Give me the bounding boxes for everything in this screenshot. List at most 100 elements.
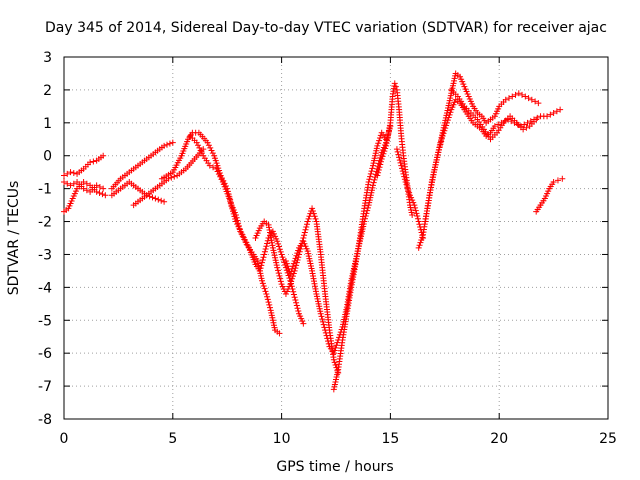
data-point	[368, 168, 375, 175]
data-point	[304, 218, 311, 225]
x-axis-label: GPS time / hours	[276, 459, 393, 475]
data-point	[376, 164, 383, 171]
data-point	[419, 234, 426, 241]
data-point	[230, 210, 237, 217]
data-point	[261, 248, 268, 255]
data-point	[417, 239, 424, 246]
series-arc-4	[108, 139, 176, 192]
data-point	[330, 350, 337, 357]
data-point	[200, 146, 207, 153]
data-point	[67, 182, 74, 189]
data-point	[274, 264, 281, 271]
data-point	[289, 263, 296, 270]
data-point	[396, 154, 403, 161]
data-point	[204, 139, 211, 146]
data-point	[553, 108, 560, 115]
data-point	[161, 142, 168, 149]
data-point	[100, 185, 107, 192]
data-point	[275, 240, 282, 247]
data-point	[365, 179, 372, 186]
series-arc-2	[61, 179, 109, 215]
data-point	[550, 109, 557, 116]
data-point	[411, 202, 418, 209]
data-point	[375, 169, 382, 176]
data-point	[277, 278, 284, 285]
data-point	[279, 254, 286, 261]
data-point	[102, 192, 109, 199]
data-point	[262, 245, 269, 252]
series-arc-6	[130, 146, 207, 209]
data-point	[412, 204, 419, 211]
series-arc-7	[158, 129, 283, 337]
data-point	[374, 172, 381, 179]
data-point	[230, 208, 237, 215]
data-point	[399, 165, 406, 172]
data-point	[276, 330, 283, 337]
data-point	[401, 173, 408, 180]
data-point	[290, 291, 297, 298]
data-point	[163, 141, 170, 148]
data-point	[90, 158, 97, 165]
data-point	[367, 173, 374, 180]
data-point	[217, 173, 224, 180]
data-point	[155, 196, 162, 203]
data-point	[169, 139, 176, 146]
data-point	[332, 362, 339, 369]
data-point	[264, 293, 271, 300]
series-arc-1	[61, 152, 107, 179]
data-point	[99, 191, 106, 198]
data-point	[321, 324, 328, 331]
data-point	[294, 250, 301, 257]
data-point	[70, 170, 77, 177]
y-tick-label: -2	[38, 215, 52, 231]
data-point	[158, 197, 165, 204]
data-point	[332, 344, 339, 351]
data-point	[309, 208, 316, 215]
data-point	[171, 173, 178, 180]
data-point	[399, 168, 406, 175]
data-point	[218, 176, 225, 183]
data-point	[261, 251, 268, 258]
data-point	[522, 93, 529, 100]
data-point	[80, 179, 87, 186]
data-point	[438, 138, 445, 145]
data-point	[259, 280, 266, 287]
data-point	[292, 255, 299, 262]
data-point	[257, 265, 264, 272]
data-point	[435, 149, 442, 156]
data-point	[242, 236, 249, 243]
data-point	[209, 150, 216, 157]
data-point	[505, 95, 512, 102]
data-point	[286, 275, 293, 282]
series-arc-8	[187, 132, 307, 327]
data-point	[502, 96, 509, 103]
data-point	[369, 165, 376, 172]
data-point	[508, 118, 515, 125]
data-point	[509, 93, 516, 100]
series-arc-12	[374, 80, 416, 218]
data-point	[264, 240, 271, 247]
data-point	[288, 268, 295, 275]
data-point	[520, 126, 527, 133]
data-point	[64, 180, 71, 187]
data-point	[330, 356, 337, 363]
data-point	[240, 234, 247, 241]
data-point	[394, 148, 401, 155]
data-point	[291, 294, 298, 301]
data-point	[294, 305, 301, 312]
data-point	[495, 121, 502, 128]
data-point	[263, 243, 270, 250]
data-point	[439, 132, 446, 139]
data-point	[278, 251, 285, 258]
data-point	[300, 320, 307, 327]
data-point	[265, 299, 272, 306]
data-point	[325, 338, 332, 345]
data-point	[295, 247, 302, 254]
data-point	[366, 176, 373, 183]
data-point	[196, 144, 203, 151]
data-point	[371, 176, 378, 183]
data-point	[374, 142, 381, 149]
data-point	[437, 141, 444, 148]
data-point	[521, 121, 528, 128]
data-point	[287, 281, 294, 288]
